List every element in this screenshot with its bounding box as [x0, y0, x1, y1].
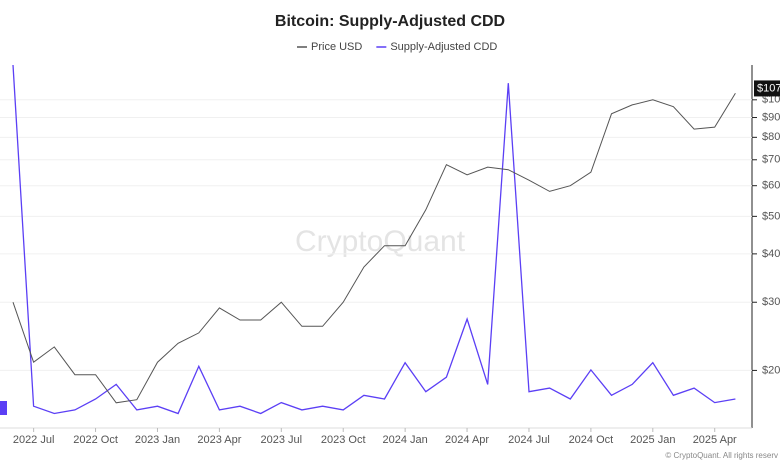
y-tick-label: $60 [762, 180, 780, 192]
y-tick-label: $70 [762, 154, 780, 166]
y-tick-label: $20 [762, 364, 780, 376]
price-badge [754, 80, 780, 97]
x-tick-label: 2025 Apr [693, 434, 737, 446]
x-tick-label: 2024 Jan [383, 434, 428, 446]
x-tick-label: 2022 Jul [13, 434, 55, 446]
y-tick-label: $10 [762, 94, 780, 106]
left-axis-badge [0, 401, 7, 415]
y-tick-label: $80 [762, 131, 780, 143]
legend-label: Price USD [311, 41, 362, 53]
y-tick-label: $50 [762, 210, 780, 222]
x-tick-label: 2024 Oct [569, 434, 614, 446]
series-line [12, 92, 736, 404]
x-tick-label: 2022 Oct [73, 434, 118, 446]
watermark: CryptoQuant [295, 225, 466, 258]
x-tick-label: 2025 Jan [630, 434, 675, 446]
y-tick-label: $30 [762, 296, 780, 308]
legend-label: Supply-Adjusted CDD [390, 41, 497, 53]
chart-title: Bitcoin: Supply-Adjusted CDD [275, 13, 505, 30]
x-tick-label: 2024 Jul [508, 434, 550, 446]
x-tick-label: 2023 Oct [321, 434, 366, 446]
price-badge-label: $107 [757, 82, 780, 94]
y-tick-label: $90 [762, 111, 780, 123]
x-tick-label: 2023 Jul [261, 434, 303, 446]
series-line [12, 64, 736, 415]
x-tick-label: 2024 Apr [445, 434, 489, 446]
x-tick-label: 2023 Apr [197, 434, 241, 446]
y-tick-label: $40 [762, 248, 780, 260]
plot-area [12, 64, 736, 415]
x-tick-label: 2023 Jan [135, 434, 180, 446]
footer: © CryptoQuant. All rights reserv [665, 451, 778, 460]
